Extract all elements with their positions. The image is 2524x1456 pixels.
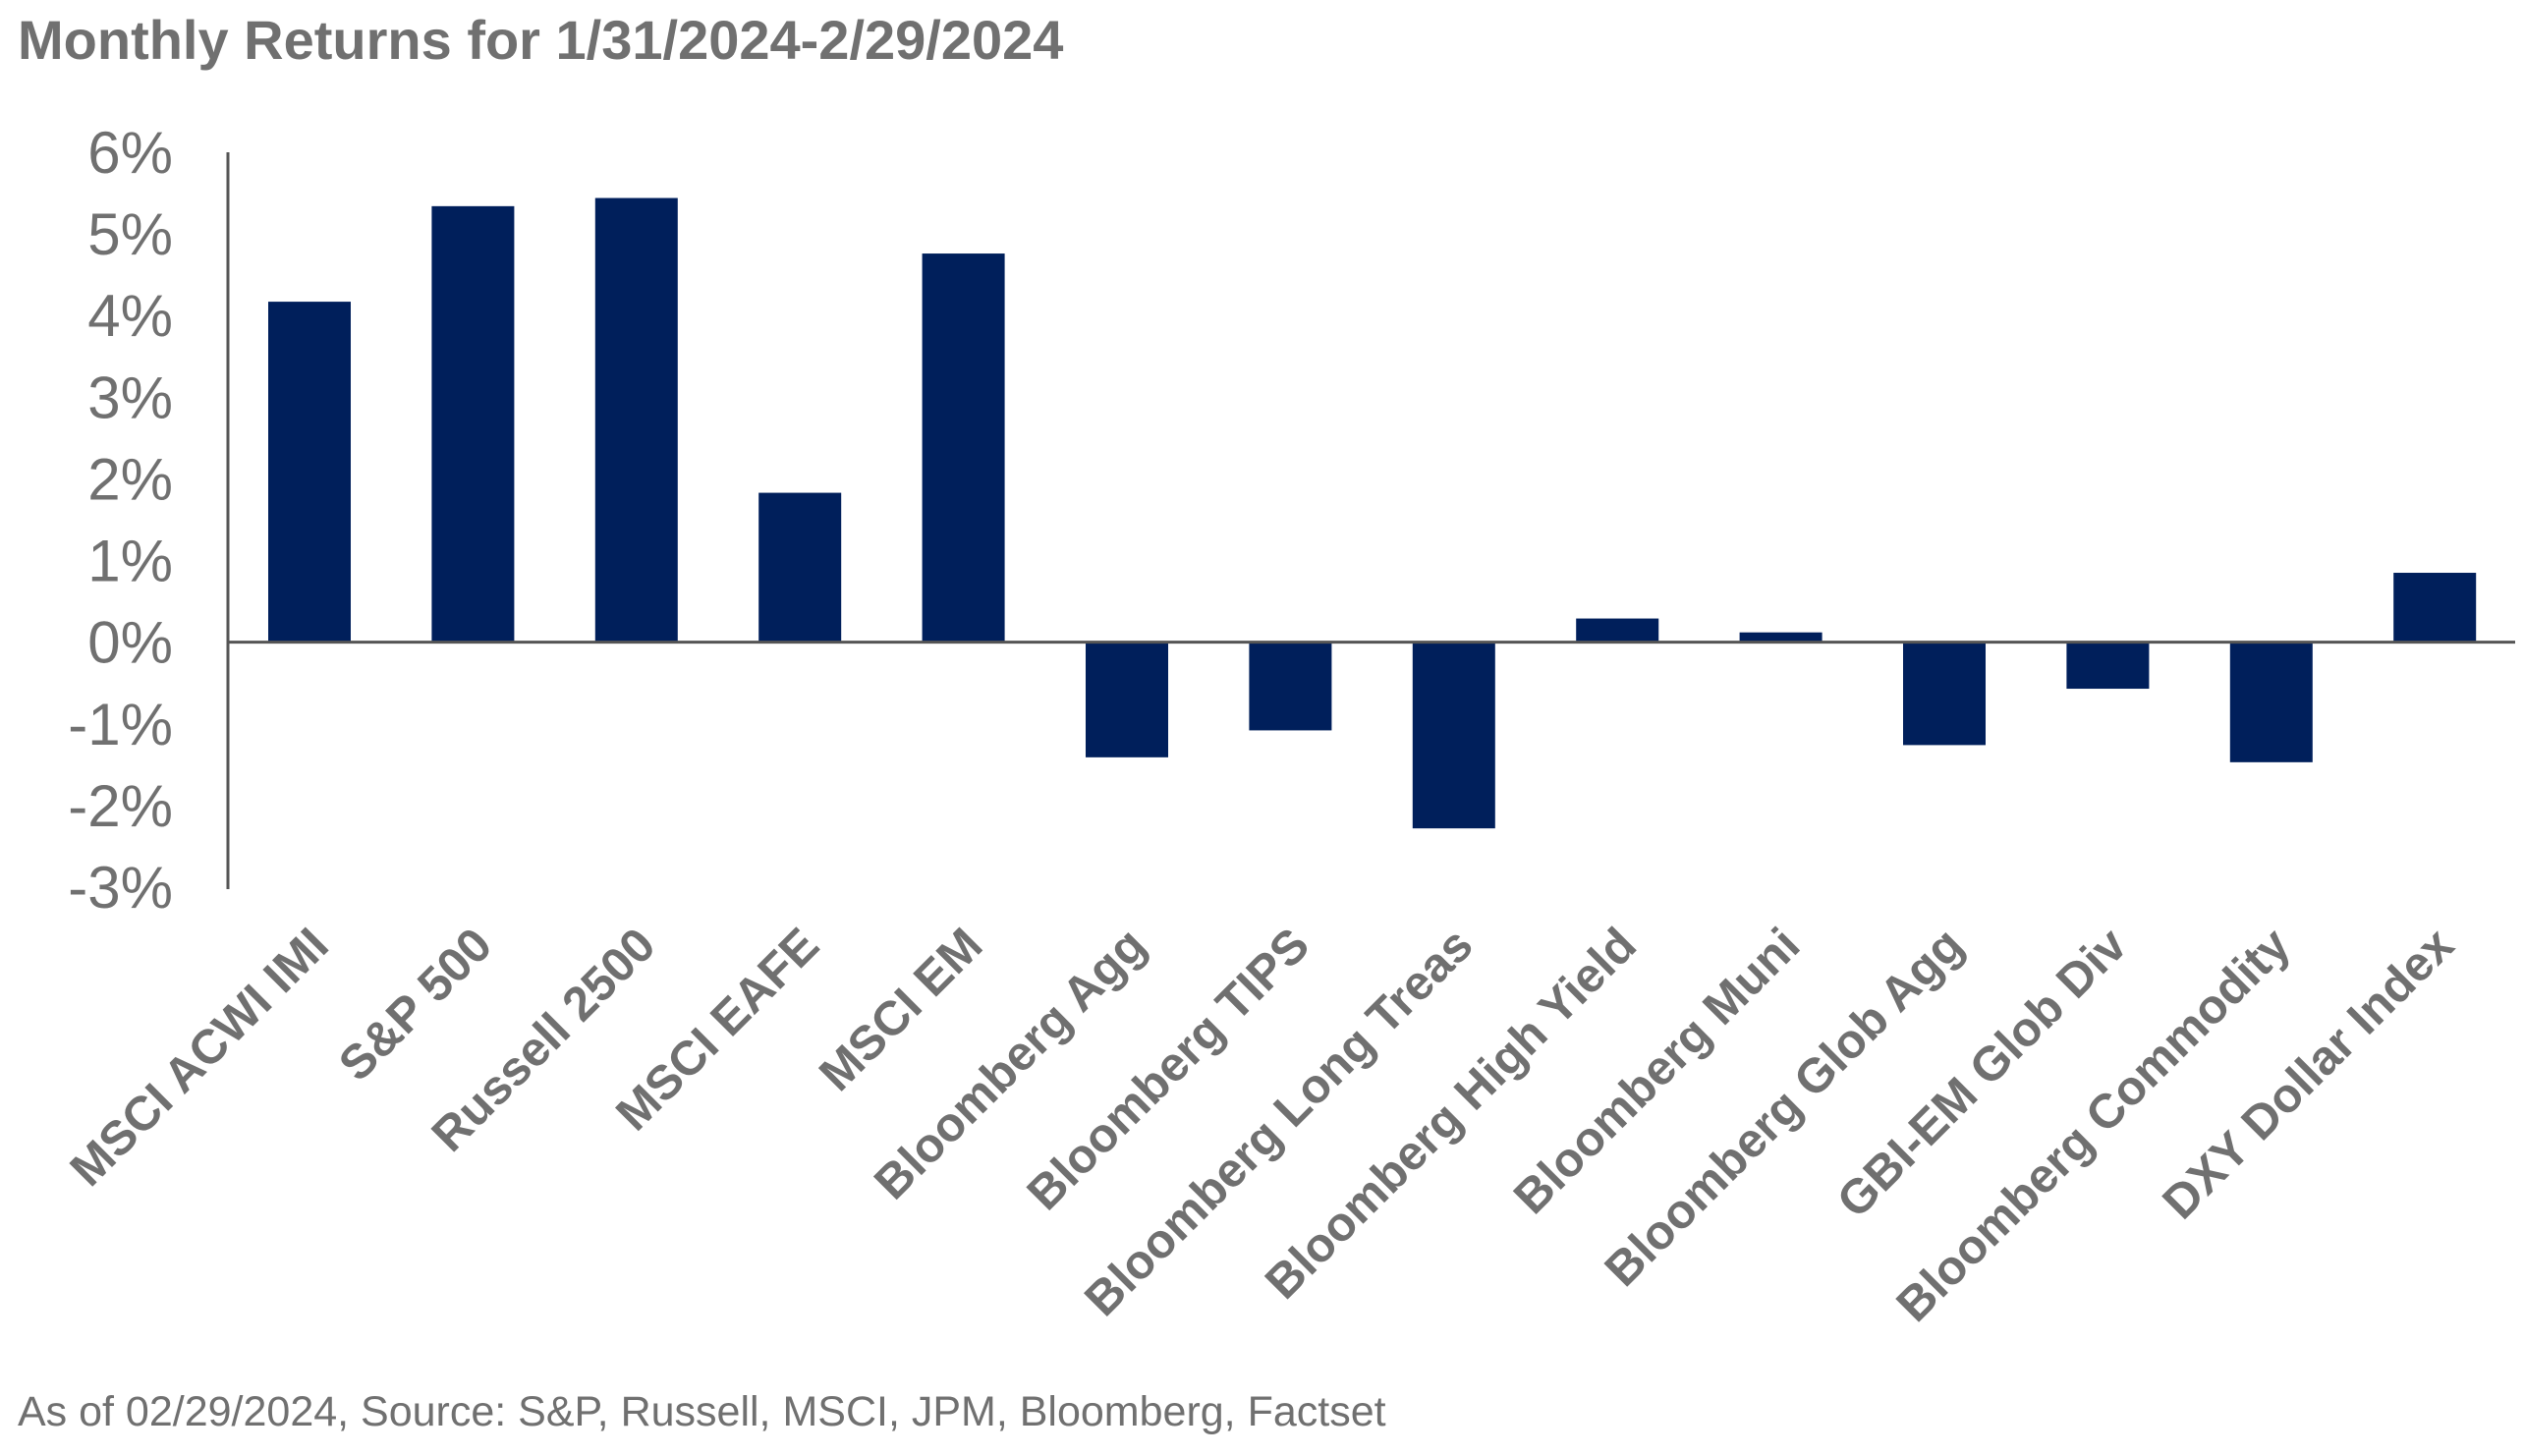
bar <box>1903 642 1986 746</box>
bar <box>431 205 515 643</box>
x-category-label: DXY Dollar Index <box>2153 919 2464 1230</box>
bar <box>1086 642 1168 757</box>
bar <box>1576 618 1659 643</box>
bar <box>2066 642 2150 690</box>
y-tick-label: -1% <box>68 692 173 757</box>
source-footnote: As of 02/29/2024, Source: S&P, Russell, … <box>18 1388 1386 1435</box>
y-tick-label: 1% <box>87 529 173 594</box>
y-tick-label: 6% <box>87 120 173 186</box>
x-category-label: GBI-EM Glob Div <box>1827 918 2138 1228</box>
bar <box>1739 632 1823 643</box>
x-category-label: Bloomberg TIPS <box>1017 919 1319 1221</box>
y-tick-label: 2% <box>87 446 173 512</box>
y-tick-label: 4% <box>87 283 173 349</box>
bar <box>1249 642 1332 731</box>
x-category-label: Bloomberg Muni <box>1504 919 1811 1225</box>
y-tick-label: 3% <box>87 364 173 430</box>
bar <box>922 253 1005 643</box>
bar <box>1412 642 1495 829</box>
y-tick-label: -3% <box>68 855 173 921</box>
bar <box>2393 573 2477 643</box>
y-axis: 6% 5% 4% 3% 2% 1% 0% -1% -2% -3% <box>68 120 230 921</box>
y-tick-label: -2% <box>68 773 173 839</box>
x-category-label: MSCI ACWI IMI <box>61 919 339 1197</box>
bar <box>2229 642 2313 762</box>
y-tick-label: 0% <box>87 610 173 676</box>
bars <box>268 197 2477 829</box>
bar <box>594 197 678 643</box>
x-category-label: S&P 500 <box>329 919 502 1092</box>
bar <box>758 492 842 643</box>
bar <box>268 302 351 643</box>
x-category-label: Bloomberg Agg <box>865 919 1156 1210</box>
bar-chart: 6% 5% 4% 3% 2% 1% 0% -1% -2% -3% MSCI ACWI IMIS&P… <box>61 120 2515 1332</box>
chart-title: Monthly Returns for 1/31/2024-2/29/2024 <box>18 9 1064 71</box>
y-tick-label: 5% <box>87 201 173 267</box>
